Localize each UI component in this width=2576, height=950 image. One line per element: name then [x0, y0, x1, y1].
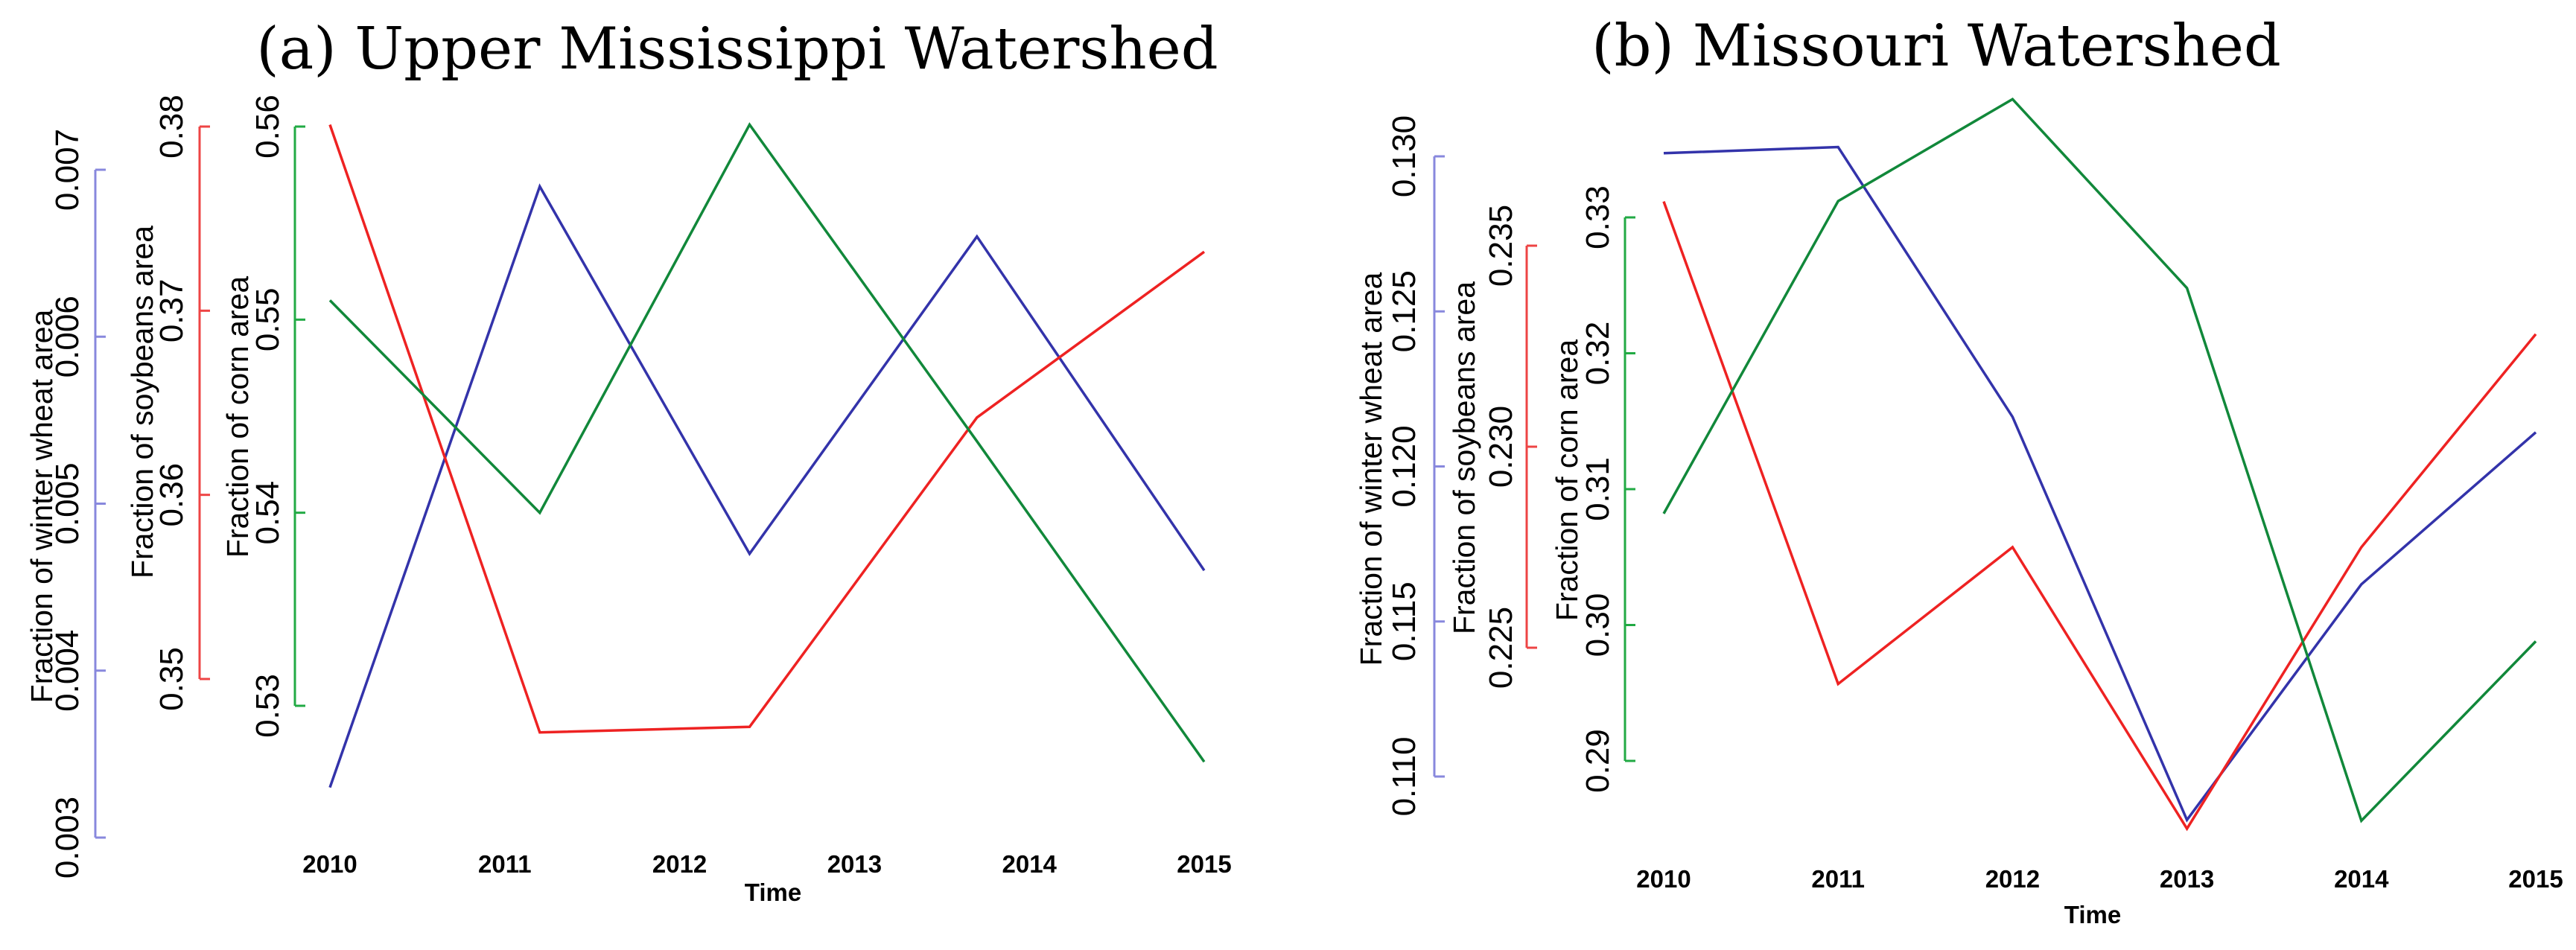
chart-title: (b) Missouri Watershed	[1591, 13, 2281, 80]
x-tick-label: 2010	[1636, 865, 1691, 893]
y-tick-label: 0.54	[249, 481, 286, 545]
y-tick-label: 0.36	[153, 463, 190, 527]
y-tick-label: 0.33	[1580, 185, 1616, 249]
series-line	[1662, 201, 2537, 832]
series-line	[328, 124, 1206, 734]
y-tick-label: 0.225	[1483, 607, 1519, 689]
y-tick-label: 0.125	[1386, 270, 1422, 352]
series-line	[328, 122, 1206, 763]
y-tick-label: 0.120	[1386, 425, 1422, 507]
chart-upper-mississippi: (a) Upper Mississippi Watershed 2010 2011 2…	[25, 16, 1232, 906]
x-axis-label: Time	[2064, 901, 2121, 928]
x-tick-label: 2012	[1985, 865, 2040, 893]
y-tick-label: 0.29	[1580, 729, 1616, 793]
y-tick-label: 0.38	[153, 95, 190, 159]
y-tick-label: 0.007	[49, 129, 86, 211]
y-tick-label: 0.130	[1386, 115, 1422, 197]
y-tick-label: 0.115	[1386, 581, 1422, 661]
y-tick-label: 0.35	[153, 647, 190, 711]
y-tick-label: 0.53	[249, 674, 286, 738]
y-axis: 0.29 0.30 0.31 0.32 0.33 Fraction of corn are…	[1550, 185, 1635, 793]
y-tick-label: 0.110	[1386, 737, 1422, 817]
x-tick-label: 2010	[302, 850, 357, 878]
y-tick-label: 0.55	[249, 288, 286, 352]
y-tick-label: 0.006	[49, 296, 86, 377]
y-axis-label: Fraction of winter wheat area	[25, 309, 59, 703]
x-tick-label: 2013	[827, 850, 882, 878]
x-tick-label: 2014	[2334, 865, 2389, 893]
y-axis-label: Fraction of soybeans area	[125, 226, 159, 578]
y-axis: 0.53 0.54 0.55 0.56 Fraction of corn area	[220, 95, 305, 738]
series-line	[1663, 145, 2537, 823]
y-axis-label: Fraction of corn area	[220, 276, 255, 558]
x-tick-label: 2015	[2508, 865, 2563, 893]
x-axis-label: Time	[745, 879, 801, 906]
y-axis: 0.110 0.115 0.120 0.125 0.130 Fraction of win…	[1354, 115, 1445, 816]
chart-title: (a) Upper Mississippi Watershed	[256, 16, 1218, 83]
x-tick-label: 2014	[1002, 850, 1057, 878]
y-tick-label: 0.005	[49, 462, 86, 544]
y-tick-label: 0.56	[249, 95, 286, 159]
y-tick-label: 0.32	[1580, 322, 1616, 386]
y-tick-label: 0.37	[153, 279, 190, 343]
x-tick-label: 2015	[1177, 850, 1231, 878]
x-tick-label: 2011	[1811, 865, 1865, 893]
y-tick-label: 0.004	[49, 630, 86, 712]
chart-missouri: (b) Missouri Watershed 2010 2011 2012 2013 20…	[1354, 13, 2563, 928]
y-axis-label: Fraction of corn area	[1550, 339, 1584, 621]
x-tick-label: 2011	[478, 850, 532, 878]
series-line	[1662, 97, 2537, 823]
y-axis: 0.35 0.36 0.37 0.38 Fraction of soybeans are…	[125, 95, 210, 711]
y-tick-label: 0.235	[1483, 205, 1519, 287]
y-tick-label: 0.003	[49, 797, 86, 879]
y-tick-label: 0.30	[1580, 593, 1616, 657]
y-tick-label: 0.230	[1483, 406, 1519, 488]
y-axis-label: Fraction of soybeans area	[1447, 281, 1481, 634]
y-axis: 0.003 0.004 0.005 0.006 0.007 Fraction of win…	[25, 129, 106, 879]
y-tick-label: 0.31	[1580, 457, 1616, 521]
y-axis-label: Fraction of winter wheat area	[1354, 272, 1388, 666]
x-tick-label: 2012	[652, 850, 707, 878]
series-line	[328, 183, 1206, 788]
x-tick-label: 2013	[2160, 865, 2214, 893]
